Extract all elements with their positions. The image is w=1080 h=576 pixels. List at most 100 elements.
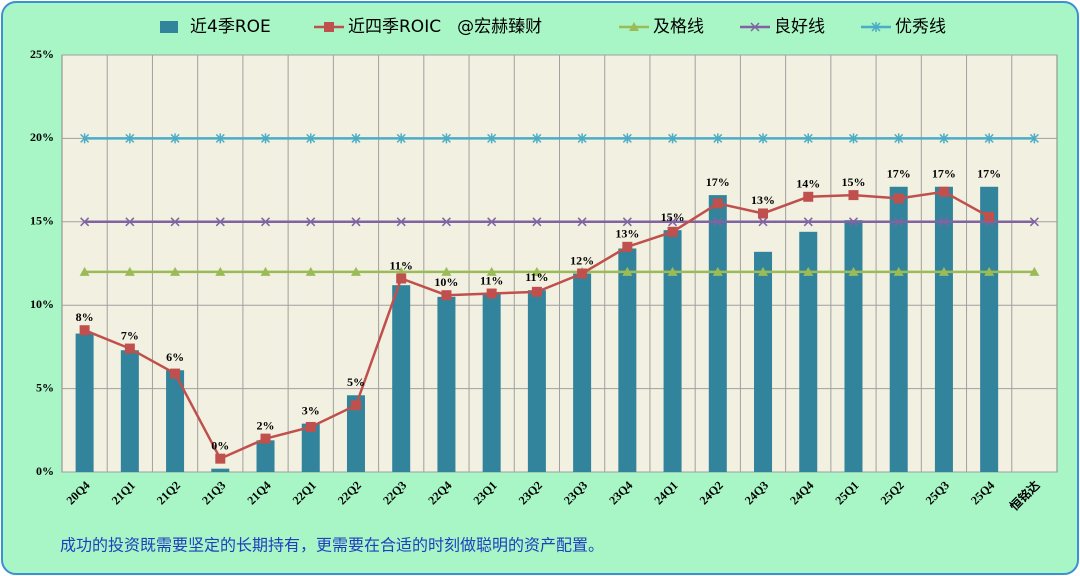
marker <box>871 22 881 32</box>
legend-swatch <box>160 21 178 33</box>
marker <box>938 186 949 197</box>
marker <box>1029 266 1040 276</box>
marker <box>629 22 639 31</box>
bar <box>166 370 185 472</box>
marker <box>622 241 633 252</box>
bar <box>844 220 863 472</box>
bar <box>482 293 501 472</box>
marker <box>396 273 407 284</box>
marker <box>577 217 587 227</box>
bar <box>437 296 456 472</box>
footer: 成功的投资既需要坚定的长期持有，更需要在合适的时刻做聪明的资产配置。 <box>60 536 604 555</box>
legend-label: 优秀线 <box>895 17 946 37</box>
data-label: 6% <box>166 350 184 364</box>
data-label: 2% <box>257 418 275 432</box>
marker <box>170 133 180 144</box>
marker <box>984 211 995 222</box>
y-tick-label: 5% <box>36 380 54 394</box>
data-label: 17% <box>977 167 1001 181</box>
marker <box>712 198 723 209</box>
data-label: 11% <box>390 258 413 272</box>
marker <box>324 22 334 32</box>
y-tick-label: 15% <box>30 214 54 228</box>
marker <box>622 217 632 227</box>
marker <box>803 217 813 227</box>
watermark: @宏赫臻财 <box>457 17 542 37</box>
marker <box>80 133 90 144</box>
marker <box>622 133 632 144</box>
marker <box>531 266 542 276</box>
marker <box>80 217 90 227</box>
marker <box>441 133 451 144</box>
marker <box>306 217 316 227</box>
marker <box>79 266 90 276</box>
marker <box>396 133 406 144</box>
marker <box>894 133 904 144</box>
bar <box>754 251 773 472</box>
marker <box>260 266 271 276</box>
data-label: 13% <box>615 227 639 241</box>
marker <box>1029 133 1039 144</box>
data-label: 15% <box>841 175 865 189</box>
marker <box>848 190 859 201</box>
bar <box>301 423 320 472</box>
marker <box>441 266 452 276</box>
bar <box>708 195 727 472</box>
marker <box>893 266 904 276</box>
marker <box>306 133 316 144</box>
y-tick-label: 10% <box>30 297 54 311</box>
marker <box>305 421 316 432</box>
bar <box>346 395 365 472</box>
marker <box>351 133 361 144</box>
marker <box>848 133 859 144</box>
legend-label: 近4季ROE <box>190 17 271 37</box>
bar <box>889 186 908 472</box>
marker <box>938 266 949 276</box>
data-label: 7% <box>121 328 139 342</box>
y-tick-label: 20% <box>30 130 54 144</box>
data-label: 8% <box>76 310 94 324</box>
bar <box>573 273 592 472</box>
bar <box>392 285 411 472</box>
marker <box>170 266 181 276</box>
marker <box>577 268 588 279</box>
data-label: 11% <box>480 273 503 287</box>
marker <box>984 133 994 144</box>
data-label: 5% <box>347 375 365 389</box>
data-label: 10% <box>434 275 458 289</box>
marker <box>532 133 542 144</box>
marker <box>215 453 226 464</box>
marker <box>305 266 316 276</box>
legend-label: 及格线 <box>653 17 704 37</box>
marker <box>893 193 904 204</box>
legend-label: 近四季ROIC <box>348 17 441 37</box>
data-label: 17% <box>887 167 911 181</box>
bar <box>934 186 953 472</box>
marker <box>803 266 814 276</box>
legend-label: 良好线 <box>774 17 825 37</box>
bar <box>256 440 275 472</box>
marker <box>125 217 135 227</box>
marker <box>713 133 723 144</box>
data-label: 17% <box>706 175 730 189</box>
marker <box>848 266 859 276</box>
marker <box>668 217 678 227</box>
marker <box>260 133 271 144</box>
marker <box>939 133 949 144</box>
marker <box>351 217 361 227</box>
data-label: 3% <box>302 403 320 417</box>
marker <box>532 217 542 227</box>
marker <box>124 266 135 276</box>
bar <box>211 468 230 472</box>
marker <box>803 133 813 144</box>
marker <box>350 266 361 276</box>
marker <box>984 266 995 276</box>
marker <box>758 217 768 227</box>
marker <box>441 290 452 301</box>
marker <box>486 266 497 276</box>
marker <box>124 343 135 354</box>
marker <box>1029 217 1039 227</box>
marker <box>487 133 497 144</box>
